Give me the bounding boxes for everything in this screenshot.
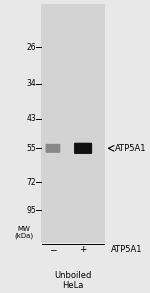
FancyBboxPatch shape [74,143,92,154]
Text: 43: 43 [26,114,36,123]
Text: 26: 26 [27,42,36,52]
Text: Unboiled
HeLa: Unboiled HeLa [54,271,92,290]
Text: MW
(kDa): MW (kDa) [15,226,34,239]
Text: 55: 55 [26,144,36,153]
Text: +: + [79,245,87,254]
FancyBboxPatch shape [46,144,60,153]
Text: −: − [49,245,57,254]
Bar [41,4,105,243]
Text: 72: 72 [27,178,36,187]
Text: ATP5A1: ATP5A1 [111,245,142,254]
Text: 34: 34 [26,79,36,88]
Text: ATP5A1: ATP5A1 [115,144,147,153]
Text: 95: 95 [26,206,36,215]
